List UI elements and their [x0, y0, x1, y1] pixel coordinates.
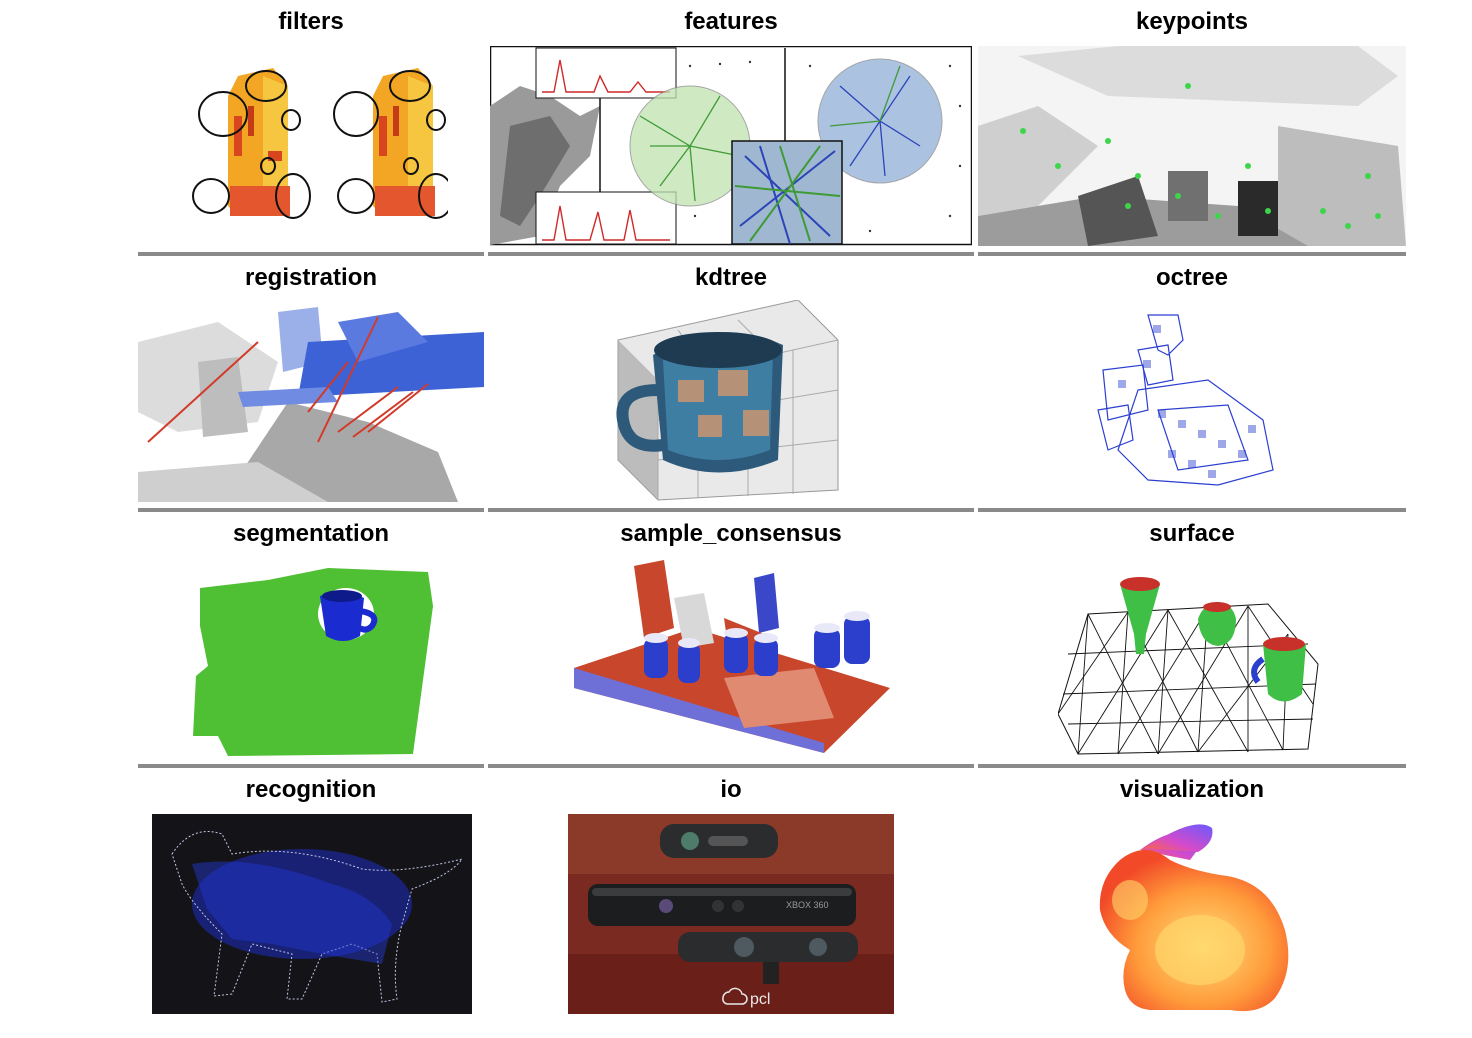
device-label: XBOX 360	[786, 900, 829, 910]
module-cell-filters[interactable]: filters	[138, 0, 484, 256]
module-title-filters: filters	[278, 8, 344, 35]
row-separator	[138, 508, 484, 512]
module-cell-surface[interactable]: surface	[978, 512, 1406, 768]
module-title-io: io	[720, 776, 742, 803]
module-title-surface: surface	[1149, 520, 1235, 547]
module-cell-kdtree[interactable]: kdtree	[488, 256, 974, 512]
module-title-features: features	[684, 8, 778, 35]
row-separator	[138, 252, 484, 256]
row-separator	[978, 508, 1406, 512]
segmentation-image	[188, 566, 434, 758]
module-cell-segmentation[interactable]: segmentation	[138, 512, 484, 768]
module-cell-io[interactable]: io XBOX 360 pcl	[488, 768, 974, 1024]
surface-image	[1058, 574, 1330, 760]
features-image	[490, 46, 972, 246]
module-title-octree: octree	[1155, 264, 1229, 291]
pcl-logo-text: pcl	[750, 991, 770, 1008]
module-title-keypoints: keypoints	[1135, 8, 1249, 35]
module-cell-keypoints[interactable]: keypoints	[978, 0, 1406, 256]
module-title-registration: registration	[244, 264, 378, 291]
visualization-image	[1090, 820, 1296, 1016]
kdtree-image	[598, 300, 858, 504]
module-title-segmentation: segmentation	[232, 520, 390, 547]
row-separator	[488, 508, 974, 512]
module-cell-sample-consensus[interactable]: sample_consensus	[488, 512, 974, 768]
row-separator	[978, 764, 1406, 768]
module-cell-registration[interactable]: registration	[138, 256, 484, 512]
module-title-sample-consensus: sample_consensus	[620, 520, 842, 547]
filters-image	[178, 56, 448, 228]
io-photo: XBOX 360 pcl	[568, 814, 894, 1014]
module-cell-octree[interactable]: octree	[978, 256, 1406, 512]
recognition-image	[152, 814, 472, 1014]
module-cell-visualization[interactable]: visualization	[978, 768, 1406, 1024]
keypoints-image	[978, 46, 1406, 246]
module-title-visualization: visualization	[1119, 776, 1265, 803]
module-title-kdtree: kdtree	[694, 264, 768, 291]
row-separator	[978, 252, 1406, 256]
row-separator	[488, 252, 974, 256]
row-separator	[488, 764, 974, 768]
registration-image	[138, 302, 484, 502]
row-separator	[138, 764, 484, 768]
module-title-recognition: recognition	[245, 776, 377, 803]
sample-consensus-image	[574, 558, 890, 758]
module-cell-recognition[interactable]: recognition	[138, 768, 484, 1024]
octree-image	[1088, 310, 1288, 500]
module-cell-features[interactable]: features	[488, 0, 974, 256]
